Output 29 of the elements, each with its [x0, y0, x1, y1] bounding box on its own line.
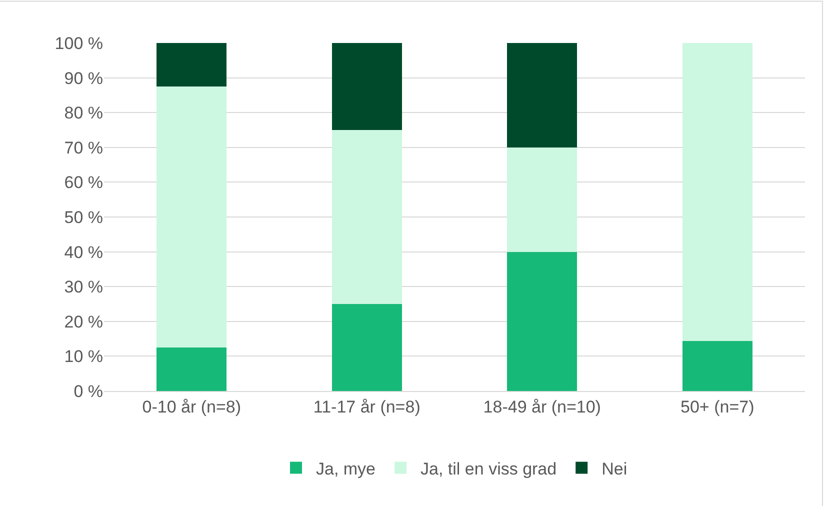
y-tick-label: 20 %	[64, 312, 103, 332]
bar	[507, 147, 578, 252]
y-tick-label: 0 %	[74, 382, 103, 401]
y-tick-label: 30 %	[64, 278, 103, 297]
x-tick-label: 50+ (n=7)	[680, 397, 754, 416]
bar	[507, 252, 578, 391]
legend-label: Nei	[602, 459, 628, 478]
y-tick-label: 60 %	[64, 173, 103, 192]
y-tick-label: 70 %	[64, 138, 103, 158]
y-tick-label: 10 %	[64, 347, 103, 366]
y-tick-label: 40 %	[64, 242, 103, 262]
x-tick-label: 0-10 år (n=8)	[142, 397, 242, 416]
y-tick-label: 90 %	[64, 68, 103, 88]
bar	[156, 43, 227, 86]
y-tick-label: 100 %	[54, 34, 103, 53]
bar	[332, 130, 402, 304]
bar	[682, 341, 752, 391]
bar	[332, 304, 402, 391]
bar	[156, 86, 227, 348]
y-tick-label: 50 %	[64, 208, 103, 227]
bar	[682, 43, 752, 342]
x-tick-label: 11-17 år (n=8)	[313, 397, 420, 416]
legend-label: Ja, mye	[316, 459, 376, 478]
bar	[507, 43, 578, 148]
bar	[332, 43, 402, 130]
x-tick-label: 18-49 år (n=10)	[483, 397, 601, 416]
bar	[156, 348, 227, 391]
legend-label: Ja, til en viss grad	[420, 459, 557, 478]
y-tick-label: 80 %	[64, 104, 103, 123]
